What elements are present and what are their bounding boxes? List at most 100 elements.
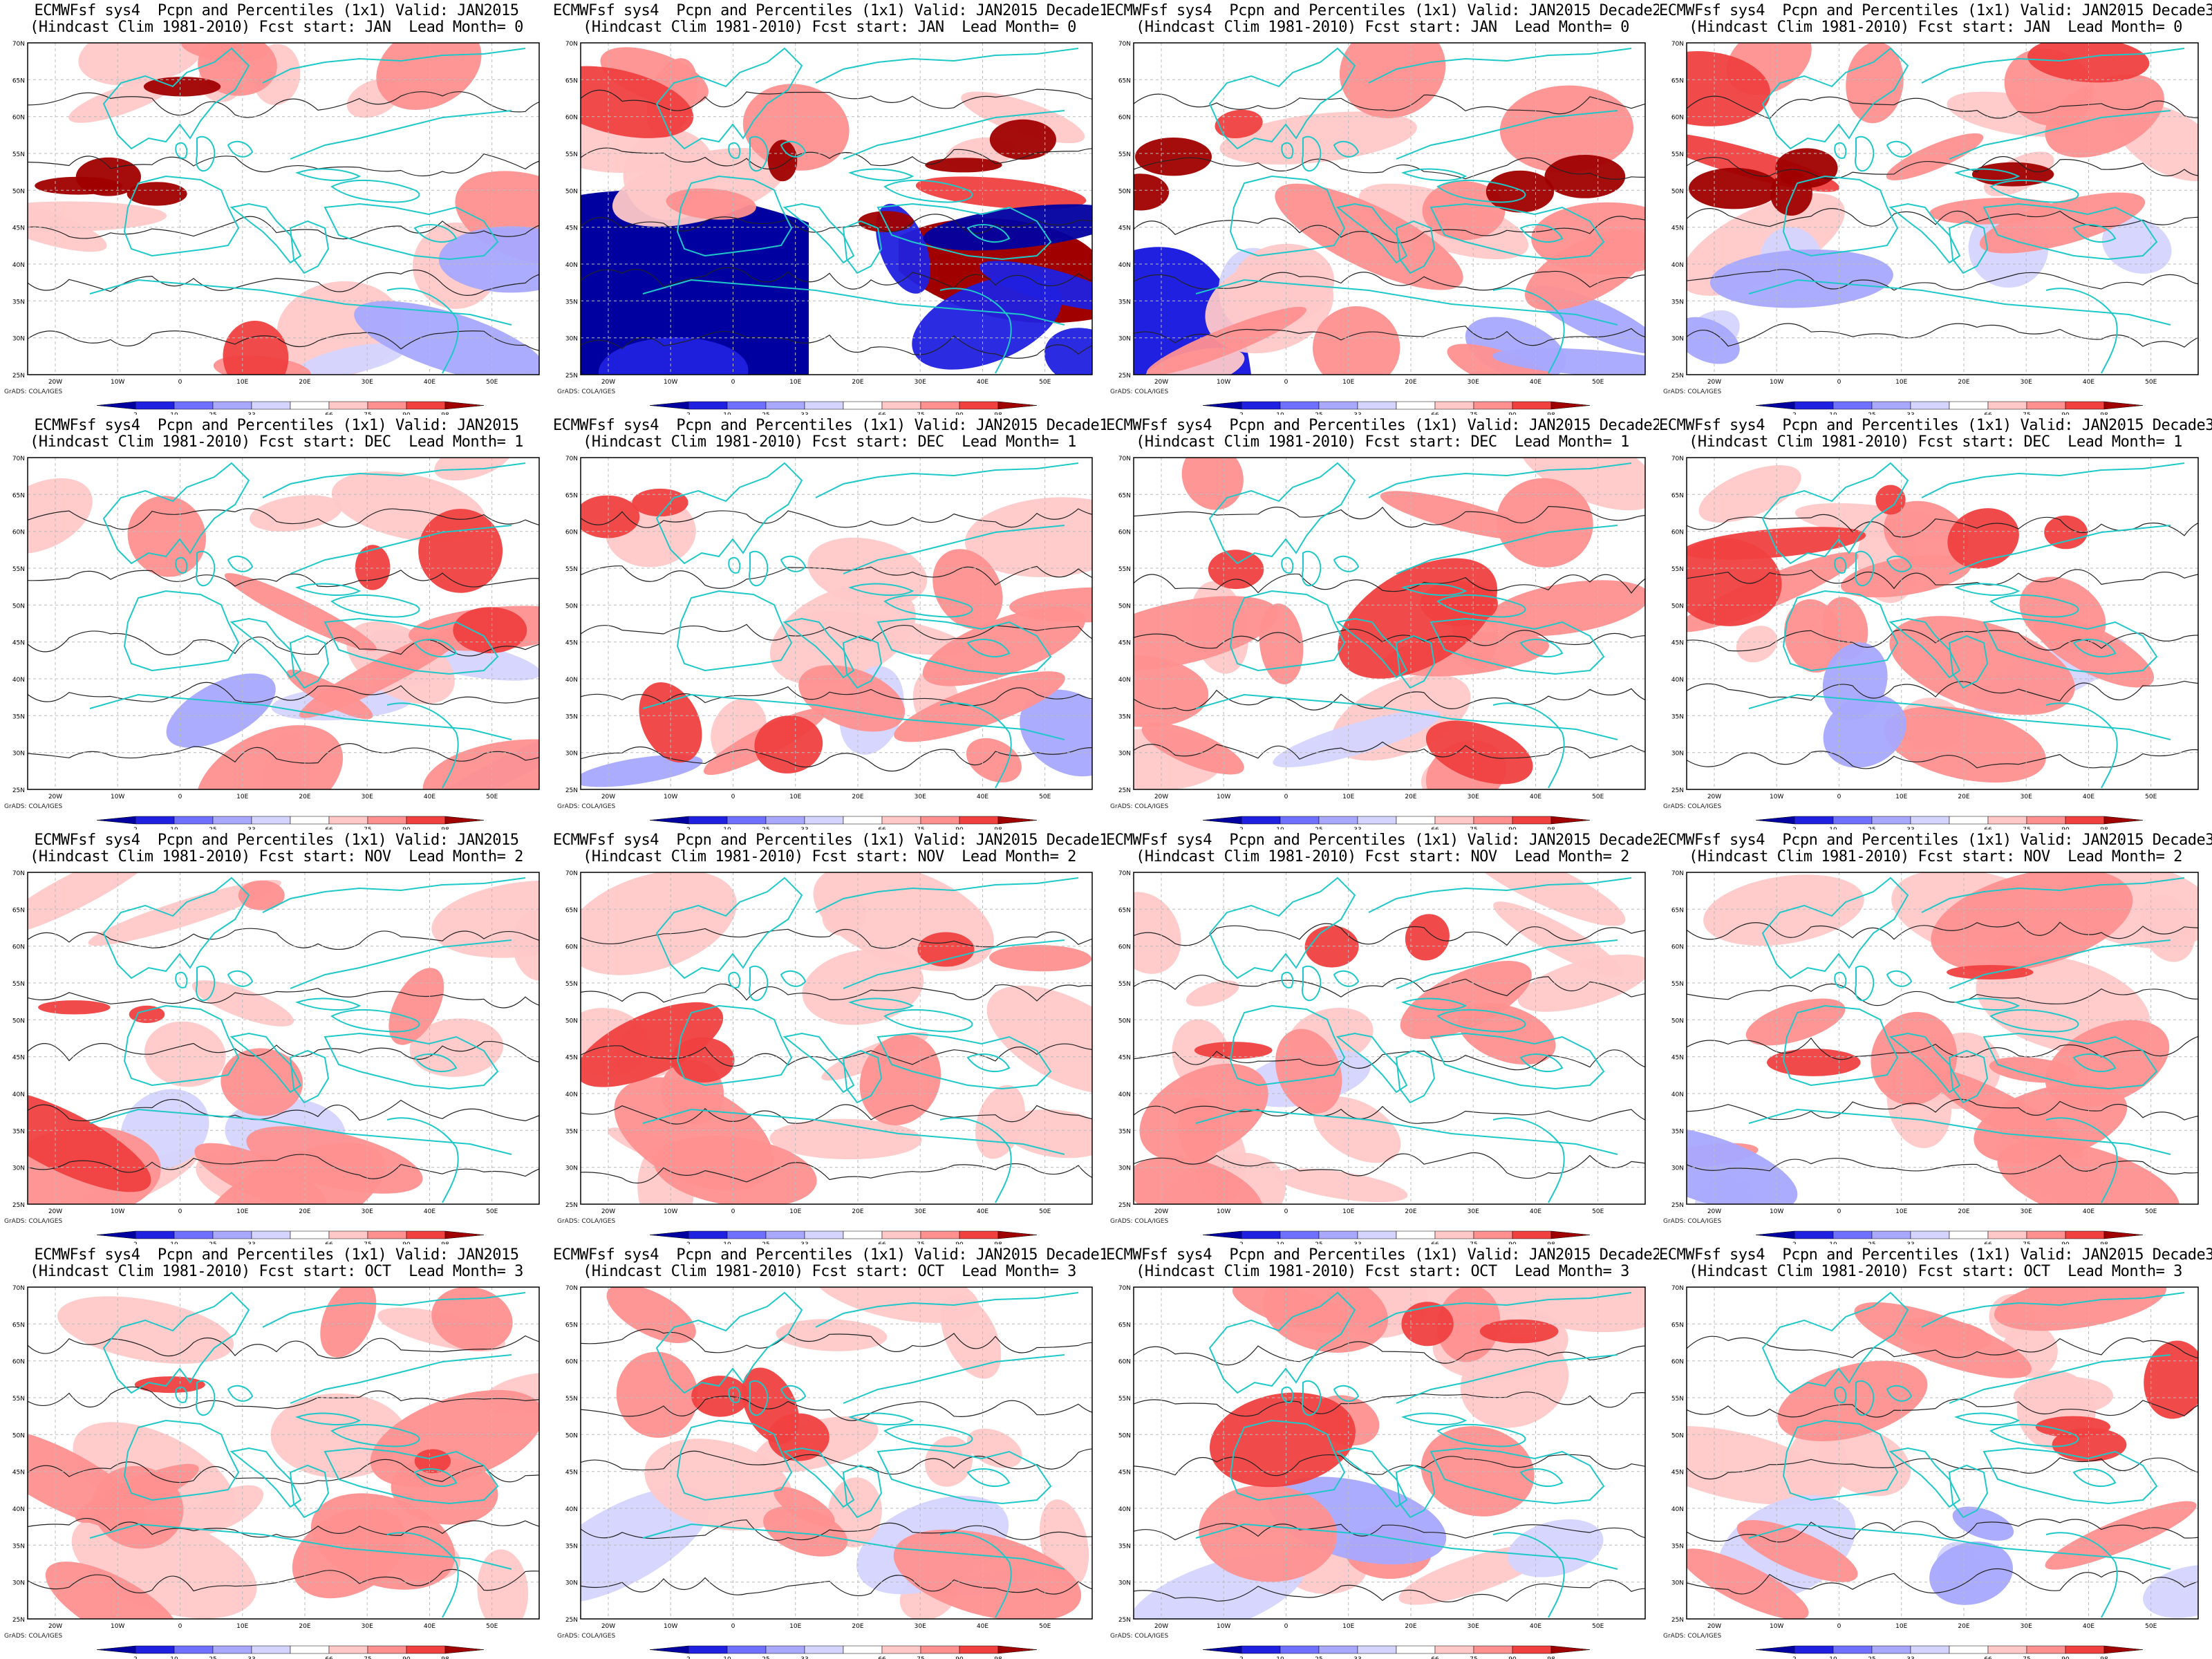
colorbar-label: 10 bbox=[723, 1656, 731, 1659]
colorbar-label: 98 bbox=[2100, 412, 2108, 415]
colorbar-swatch bbox=[2065, 401, 2105, 410]
colorbar-swatch bbox=[2026, 816, 2066, 825]
map-frame bbox=[1686, 1286, 2199, 1620]
colorbar-swatch bbox=[2103, 1645, 2144, 1654]
lon-tick-label: 40E bbox=[2083, 379, 2094, 386]
map-frame bbox=[1133, 457, 1646, 790]
percentile-shading bbox=[1687, 458, 2198, 789]
lat-tick-label: 50N bbox=[565, 1018, 578, 1024]
lon-tick-label: 20E bbox=[299, 794, 310, 800]
colorbar: 2 10 25 33 66 75 90 98 bbox=[649, 1230, 1038, 1244]
colorbar-swatch bbox=[1473, 816, 1513, 825]
lat-tick-label: 50N bbox=[565, 188, 578, 195]
colorbar-label: 66 bbox=[325, 412, 333, 415]
panel-title: ECMWFsf sys4 Pcpn and Percentiles (1x1) … bbox=[34, 1246, 519, 1264]
panel-title: ECMWFsf sys4 Pcpn and Percentiles (1x1) … bbox=[1106, 832, 1659, 849]
colorbar-swatch bbox=[2026, 1230, 2066, 1239]
lat-tick-label: 45N bbox=[1118, 1055, 1131, 1062]
lat-tick-label: 65N bbox=[1118, 907, 1131, 914]
colorbar-label: 25 bbox=[209, 1656, 216, 1659]
panel-subtitle: (Hindcast Clim 1981-2010) Fcst start: NO… bbox=[1136, 848, 1629, 865]
colorbar-label: 90 bbox=[2061, 827, 2070, 830]
map-panel: ECMWFsf sys4 Pcpn and Percentiles (1x1) … bbox=[1659, 0, 2212, 415]
lon-tick-label: 20W bbox=[1154, 1623, 1168, 1630]
lat-tick-label: 40N bbox=[12, 1091, 25, 1098]
colorbar-swatch bbox=[1833, 816, 1873, 825]
map-figure: 70N 65N 60N 55N 50N 45N 40N 35N 30N 25N 20W 10W 0 10E… bbox=[1671, 1285, 2199, 1659]
colorbar-label: 90 bbox=[955, 827, 964, 830]
colorbar-label: 66 bbox=[878, 1241, 886, 1244]
lat-tick-label: 40N bbox=[12, 677, 25, 684]
panel-title: ECMWFsf sys4 Pcpn and Percentiles (1x1) … bbox=[34, 832, 519, 849]
lon-tick-label: 30E bbox=[2021, 379, 2032, 386]
lon-tick-label: 20E bbox=[852, 1623, 863, 1630]
colorbar-label: 90 bbox=[1508, 1656, 1517, 1659]
colorbar: 2 10 25 33 66 75 90 98 bbox=[1202, 816, 1591, 830]
map-figure: 70N 65N 60N 55N 50N 45N 40N 35N 30N 25N 20W 10W 0 10E… bbox=[1671, 456, 2199, 830]
colorbar-swatch bbox=[1987, 816, 2027, 825]
colorbar-swatch bbox=[997, 401, 1038, 410]
colorbar-swatch bbox=[649, 1230, 689, 1239]
colorbar-label: 33 bbox=[800, 1241, 808, 1244]
map-figure: 70N 65N 60N 55N 50N 45N 40N 35N 30N 25N 20W 10W 0 10E… bbox=[1118, 870, 1646, 1244]
grads-credit: GrADS: COLA/IGES bbox=[4, 803, 63, 810]
colorbar-label: 75 bbox=[1470, 1656, 1477, 1659]
lon-tick-label: 10W bbox=[1217, 379, 1230, 386]
colorbar-label: 10 bbox=[170, 412, 178, 415]
lon-tick-label: 20E bbox=[852, 379, 863, 386]
colorbar-swatch bbox=[2103, 1230, 2144, 1239]
lat-tick-label: 35N bbox=[565, 1543, 578, 1550]
colorbar-swatch bbox=[1202, 401, 1242, 410]
lat-tick-label: 60N bbox=[12, 529, 25, 536]
colorbar-swatch bbox=[959, 816, 999, 825]
colorbar-label: 90 bbox=[955, 412, 964, 415]
map-frame bbox=[27, 42, 540, 375]
graticule bbox=[1134, 458, 1645, 789]
lat-tick-label: 45N bbox=[12, 1470, 25, 1477]
lon-tick-label: 10W bbox=[1217, 1623, 1230, 1630]
colorbar-swatch bbox=[1794, 1230, 1834, 1239]
colorbar-swatch bbox=[2065, 1230, 2105, 1239]
lat-tick-label: 35N bbox=[1671, 1128, 1684, 1135]
lat-tick-label: 45N bbox=[1671, 1470, 1684, 1477]
colorbar-swatch bbox=[444, 816, 485, 825]
colorbar: 2 10 25 33 66 75 90 98 bbox=[1202, 1230, 1591, 1244]
colorbar-label: 33 bbox=[1906, 1656, 1914, 1659]
colorbar-label: 66 bbox=[1431, 1241, 1439, 1244]
climatology-contours bbox=[1687, 95, 2198, 348]
colorbar-label: 98 bbox=[1547, 827, 1555, 830]
lon-tick-label: 0 bbox=[731, 379, 735, 386]
lon-tick-label: 30E bbox=[1468, 1623, 1479, 1630]
panel-title: ECMWFsf sys4 Pcpn and Percentiles (1x1) … bbox=[1106, 1246, 1659, 1264]
lat-tick-label: 40N bbox=[1671, 677, 1684, 684]
colorbar-swatch bbox=[2065, 1645, 2105, 1654]
colorbar-label: 10 bbox=[723, 1241, 731, 1244]
lon-tick-label: 10E bbox=[789, 379, 801, 386]
colorbar-label: 2 bbox=[1239, 1241, 1244, 1244]
colorbar-swatch bbox=[2026, 1645, 2066, 1654]
lon-tick-label: 30E bbox=[362, 1208, 373, 1215]
panel-title: ECMWFsf sys4 Pcpn and Percentiles (1x1) … bbox=[34, 417, 519, 434]
colorbar-label: 25 bbox=[1315, 1241, 1322, 1244]
lat-tick-label: 35N bbox=[1671, 299, 1684, 306]
lon-tick-label: 50E bbox=[2145, 1623, 2157, 1630]
colorbar-swatch bbox=[1987, 401, 2027, 410]
colorbar-swatch bbox=[251, 1645, 291, 1654]
colorbar-swatch bbox=[1434, 401, 1474, 410]
colorbar: 2 10 25 33 66 75 90 98 bbox=[96, 1230, 485, 1244]
colorbar-swatch bbox=[212, 1645, 252, 1654]
lat-tick-label: 55N bbox=[12, 151, 25, 158]
colorbar-swatch bbox=[444, 1230, 485, 1239]
lon-tick-label: 0 bbox=[731, 1208, 735, 1215]
colorbar-label: 33 bbox=[1353, 412, 1361, 415]
lon-tick-label: 50E bbox=[1592, 794, 1604, 800]
graticule bbox=[28, 872, 539, 1204]
lon-tick-label: 20E bbox=[852, 1208, 863, 1215]
colorbar-swatch bbox=[328, 816, 368, 825]
colorbar-label: 10 bbox=[1276, 827, 1284, 830]
colorbar-swatch bbox=[406, 401, 446, 410]
lat-tick-label: 45N bbox=[1671, 225, 1684, 232]
colorbar-swatch bbox=[135, 1645, 175, 1654]
lat-tick-label: 45N bbox=[1118, 640, 1131, 647]
lon-tick-label: 20E bbox=[1958, 794, 1969, 800]
